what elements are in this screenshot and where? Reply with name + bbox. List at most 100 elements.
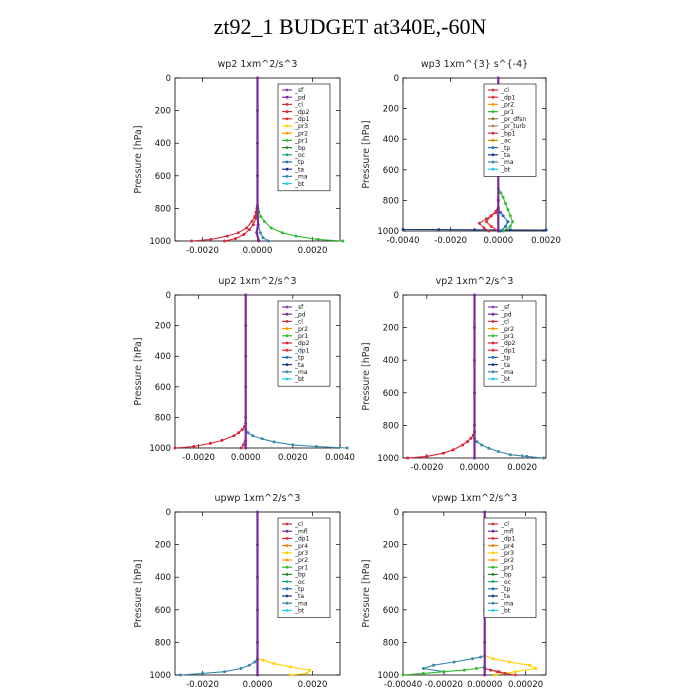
legend-marker <box>285 139 289 142</box>
legend-label: _ac <box>500 138 511 145</box>
data-point-ma <box>261 236 265 240</box>
data-point-dp2 <box>465 440 469 444</box>
page-title: zt92_1 BUDGET at340E,-60N <box>213 14 487 39</box>
y-axis-label: Pressure [hPa] <box>133 559 144 627</box>
data-point-pr3 <box>534 667 538 670</box>
legend-marker <box>285 312 289 316</box>
data-point-ma <box>253 660 257 664</box>
data-point-pd <box>256 543 259 547</box>
data-point-pd <box>255 231 259 235</box>
data-point-ma <box>179 673 182 677</box>
legend-marker <box>285 334 289 338</box>
data-point-pr1 <box>294 234 298 238</box>
y-axis-label: Pressure [hPa] <box>133 125 144 193</box>
legend-marker <box>491 327 495 330</box>
data-point-pr1 <box>442 670 446 674</box>
legend-marker <box>491 139 495 142</box>
legend-label: _tp <box>294 159 304 166</box>
data-point-pd <box>496 76 500 80</box>
legend-marker <box>491 609 495 612</box>
legend-label: _ta <box>294 593 304 600</box>
legend-label: _dp1 <box>294 347 310 354</box>
plot-frame <box>174 294 341 449</box>
legend-label: _pr_turb <box>500 123 526 130</box>
legend-marker <box>491 117 495 121</box>
x-tick-label: 0.0000 <box>243 680 273 690</box>
y-tick-label: 1000 <box>377 227 399 237</box>
legend-marker <box>285 565 289 569</box>
legend-marker <box>285 377 289 381</box>
legend-label: _pr4 <box>294 543 308 550</box>
data-point-pd <box>244 415 248 419</box>
legend-label: _dp1 <box>294 116 310 123</box>
x-tick-label: -0.00020 <box>425 680 463 690</box>
legend-marker <box>285 601 289 605</box>
data-point-dp1 <box>494 209 498 213</box>
y-tick-label: 200 <box>155 107 171 117</box>
y-tick-label: 0 <box>394 74 399 84</box>
data-point-pd <box>256 76 259 80</box>
series-line-pr1 <box>256 205 343 242</box>
data-point-pd <box>256 223 260 227</box>
legend-marker <box>285 544 289 547</box>
data-point-pr1 <box>341 239 345 243</box>
y-tick-label: 0 <box>166 291 171 301</box>
data-point-dp2 <box>220 438 224 442</box>
legend-marker <box>491 167 495 171</box>
y-tick-label: 0 <box>166 74 171 84</box>
legend-marker <box>285 529 289 533</box>
legend-marker <box>285 182 289 186</box>
legend-label: _bp <box>294 145 306 152</box>
data-point-pr3 <box>305 671 309 675</box>
data-point-ma <box>239 667 243 670</box>
data-point-cl <box>487 229 491 233</box>
legend-marker <box>491 573 495 576</box>
data-point-dp2 <box>223 239 226 243</box>
legend-label: _ma <box>294 174 308 181</box>
data-point-cl <box>241 443 245 447</box>
legend-marker <box>491 110 495 113</box>
data-point-pd <box>256 141 259 145</box>
legend-marker <box>491 587 495 591</box>
legend-label: _ma <box>500 600 514 607</box>
legend-box <box>277 83 331 192</box>
legend-marker <box>491 334 495 338</box>
data-point-dp1 <box>513 673 517 677</box>
y-tick-label: 800 <box>383 421 399 431</box>
x-tick-label: -0.0020 <box>434 236 467 246</box>
legend-label: _pr1 <box>500 333 514 340</box>
legend-marker <box>285 370 289 374</box>
legend-marker <box>491 131 495 135</box>
legend-label: _bt <box>500 608 511 615</box>
data-point-ma <box>258 231 262 235</box>
legend-label: _tp <box>500 145 510 152</box>
legend-label: _bt <box>294 376 305 383</box>
legend-label: _ma <box>500 369 514 376</box>
x-tick-label: 0.0000 <box>231 453 261 463</box>
x-tick-label: 0.0000 <box>243 246 273 256</box>
legend-marker <box>491 305 495 309</box>
data-point-ma <box>201 671 204 675</box>
legend-label: _pr2 <box>294 130 308 137</box>
legend-label: _ta <box>500 593 510 600</box>
data-point-pd <box>483 640 487 644</box>
legend-label: _bp <box>294 572 306 579</box>
legend-marker <box>491 356 495 359</box>
legend-label: _pr3 <box>294 123 308 130</box>
panel-title: vp2 1xm^2/s^3 <box>436 276 514 287</box>
data-point-ma <box>496 450 500 453</box>
legend-label: _pd <box>294 94 306 101</box>
legend-label: _pr4 <box>500 543 514 550</box>
data-point-pr1 <box>504 202 507 205</box>
y-tick-label: 600 <box>155 606 171 616</box>
legend-marker <box>285 356 289 359</box>
data-point-dp2 <box>406 456 410 460</box>
legend-label: _pr2 <box>294 557 308 564</box>
series-line-dp2 <box>407 431 476 459</box>
legend: _sf_pd_cl_pr2_pr1_dp2_dp1_tp_ta_ma_bt <box>277 300 331 387</box>
legend-marker <box>285 320 289 323</box>
data-point-pd <box>256 608 259 612</box>
data-point-dp2 <box>192 445 196 448</box>
legend-marker <box>285 167 289 171</box>
data-point-pd <box>257 239 261 243</box>
